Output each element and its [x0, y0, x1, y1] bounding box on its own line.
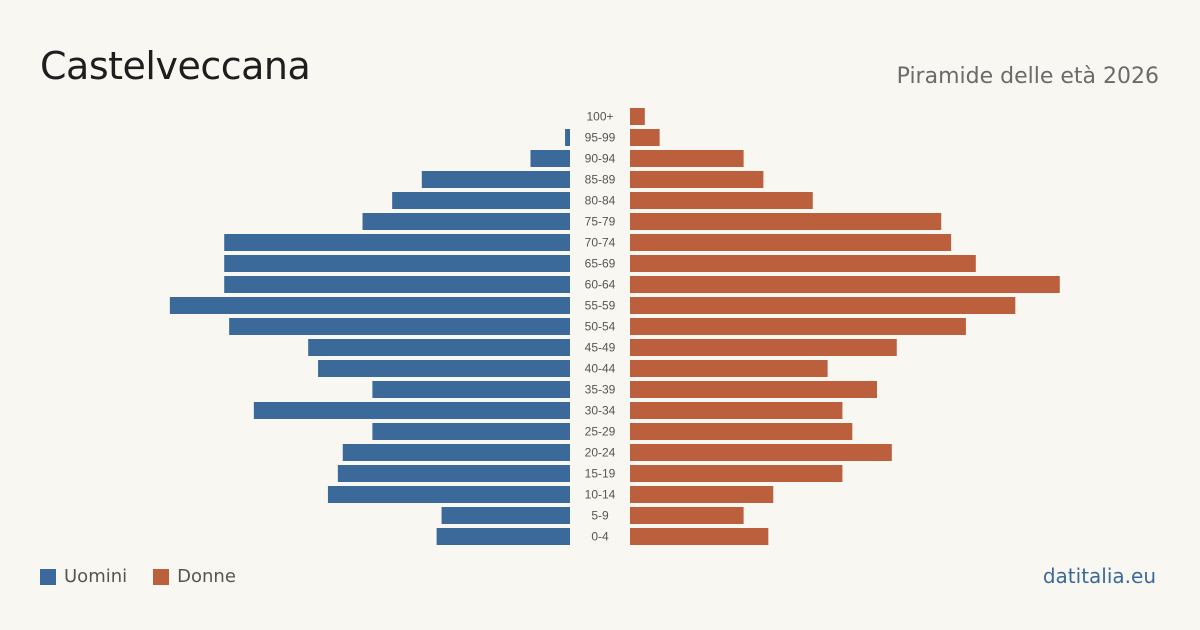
legend-swatch-men: [40, 568, 56, 585]
age-label-85-89: 85-89: [585, 173, 616, 187]
bar-men-40-44: [318, 360, 570, 377]
bar-women-50-54: [630, 318, 966, 335]
legend-label-women: Donne: [177, 566, 236, 587]
age-label-20-24: 20-24: [585, 446, 616, 460]
bar-women-15-19: [630, 465, 843, 482]
bar-men-80-84: [392, 192, 570, 209]
bar-women-5-9: [630, 507, 744, 524]
page-title: Castelveccana: [40, 44, 311, 88]
legend-swatch-women: [153, 568, 170, 585]
bar-men-90-94: [530, 150, 570, 167]
bar-women-95-99: [630, 129, 660, 146]
bar-men-30-34: [253, 402, 570, 419]
age-label-45-49: 45-49: [585, 341, 616, 355]
bar-women-65-69: [630, 255, 976, 272]
age-label-95-99: 95-99: [585, 131, 616, 145]
bar-men-45-49: [308, 339, 570, 356]
bar-men-10-14: [327, 486, 570, 503]
bar-men-20-24: [342, 444, 570, 461]
bar-women-20-24: [630, 444, 892, 461]
age-label-5-9: 5-9: [591, 509, 609, 523]
bar-women-60-64: [630, 276, 1060, 293]
bar-women-80-84: [630, 192, 813, 209]
age-label-15-19: 15-19: [585, 467, 616, 481]
legend: Uomini Donne: [40, 566, 236, 587]
legend-item-women: Donne: [153, 566, 236, 587]
bar-men-70-74: [224, 234, 570, 251]
age-label-10-14: 10-14: [585, 488, 616, 502]
source-link[interactable]: datitalia.eu: [1042, 564, 1156, 588]
bar-women-55-59: [630, 297, 1016, 314]
bar-women-100plus: [630, 108, 645, 125]
age-label-30-34: 30-34: [585, 404, 616, 418]
age-label-80-84: 80-84: [585, 194, 616, 208]
bar-men-60-64: [224, 276, 570, 293]
chart-subtitle: Piramide delle età 2026: [896, 64, 1159, 89]
age-label-50-54: 50-54: [585, 320, 616, 334]
bar-men-0-4: [436, 528, 570, 545]
age-label-75-79: 75-79: [585, 215, 616, 229]
bar-men-65-69: [224, 255, 570, 272]
bar-women-0-4: [630, 528, 769, 545]
bar-men-50-54: [229, 318, 570, 335]
age-label-25-29: 25-29: [585, 425, 616, 439]
bar-men-95-99: [565, 129, 570, 146]
bar-women-75-79: [630, 213, 942, 230]
age-label-70-74: 70-74: [585, 236, 616, 250]
legend-label-men: Uomini: [64, 566, 128, 587]
bar-women-10-14: [630, 486, 774, 503]
bar-men-25-29: [372, 423, 570, 440]
bar-women-90-94: [630, 150, 744, 167]
bar-men-5-9: [441, 507, 570, 524]
bar-men-75-79: [362, 213, 570, 230]
bar-women-35-39: [630, 381, 877, 398]
bar-women-85-89: [630, 171, 764, 188]
bar-men-15-19: [337, 465, 570, 482]
bar-men-35-39: [372, 381, 570, 398]
bar-men-55-59: [169, 297, 571, 314]
age-label-65-69: 65-69: [585, 257, 616, 271]
age-label-0-4: 0-4: [591, 530, 609, 544]
age-label-100plus: 100+: [586, 110, 613, 124]
bar-women-70-74: [630, 234, 952, 251]
age-label-55-59: 55-59: [585, 299, 616, 313]
bar-women-45-49: [630, 339, 897, 356]
age-label-40-44: 40-44: [585, 362, 616, 376]
age-label-60-64: 60-64: [585, 278, 616, 292]
bar-men-85-89: [421, 171, 570, 188]
age-label-90-94: 90-94: [585, 152, 616, 166]
bar-women-40-44: [630, 360, 828, 377]
bar-women-25-29: [630, 423, 853, 440]
bar-women-30-34: [630, 402, 843, 419]
age-label-35-39: 35-39: [585, 383, 616, 397]
legend-item-men: Uomini: [40, 566, 127, 587]
